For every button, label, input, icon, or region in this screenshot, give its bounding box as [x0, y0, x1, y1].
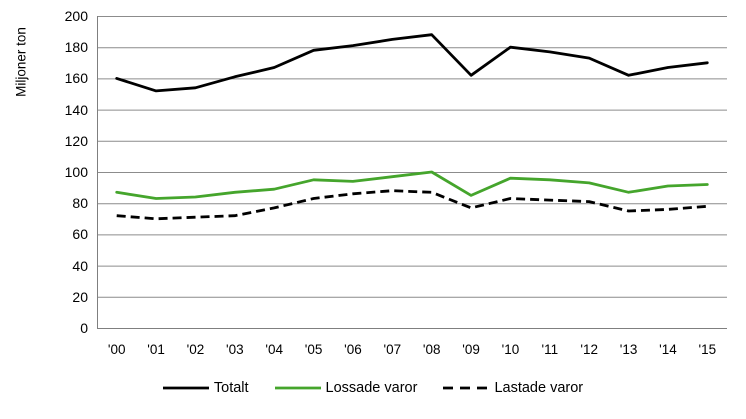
legend-item-totalt: Totalt [162, 380, 249, 396]
x-tick-label: '13 [619, 342, 638, 357]
lossade-varor-line-swatch-icon [274, 386, 321, 390]
legend-label-totalt: Totalt [213, 380, 249, 396]
x-tick-label: '08 [422, 342, 441, 357]
x-tick-label: '02 [186, 342, 205, 357]
y-tick-label: 80 [72, 195, 88, 212]
totalt-line-swatch-icon [162, 386, 209, 390]
legend-item-lossade-varor: Lossade varor [274, 380, 418, 396]
series-line-lossade-varor [115, 170, 709, 200]
y-tick-label: 160 [64, 70, 88, 87]
y-tick-label: 140 [64, 101, 88, 118]
x-tick-label: '04 [265, 342, 283, 357]
legend: Totalt Lossade varor Lastade varor [0, 380, 746, 396]
y-tick-label: 120 [64, 132, 88, 149]
x-tick-label: '05 [304, 342, 323, 357]
legend-label-lastade-varor: Lastade varor [494, 380, 584, 396]
lastade-varor-line-swatch-icon [443, 386, 490, 390]
x-tick-label: '12 [580, 342, 598, 357]
y-tick-label: 60 [72, 226, 88, 243]
x-tick-label: '11 [541, 342, 559, 357]
x-tick-label: '09 [462, 342, 480, 357]
x-tick-label: '00 [107, 342, 126, 357]
series-line-totalt [115, 33, 709, 93]
x-tick-label: '03 [226, 342, 244, 357]
y-tick-label: 20 [72, 288, 88, 305]
y-tick-label: 200 [64, 8, 88, 24]
x-tick-label: '06 [344, 342, 362, 357]
y-tick-label: 180 [64, 39, 88, 56]
x-tick-label: '15 [698, 342, 717, 357]
x-tick-label: '10 [501, 342, 520, 357]
y-tick-label: 40 [72, 257, 88, 274]
x-tick-label: '01 [147, 342, 165, 357]
legend-label-lossade-varor: Lossade varor [325, 380, 418, 396]
legend-item-lastade-varor: Lastade varor [443, 380, 583, 396]
x-tick-label: '14 [659, 342, 677, 357]
y-tick-label: 100 [64, 164, 88, 180]
y-tick-label: 0 [80, 320, 88, 336]
series-line-lastade-varor [116, 189, 708, 221]
x-tick-label: '07 [383, 342, 402, 357]
